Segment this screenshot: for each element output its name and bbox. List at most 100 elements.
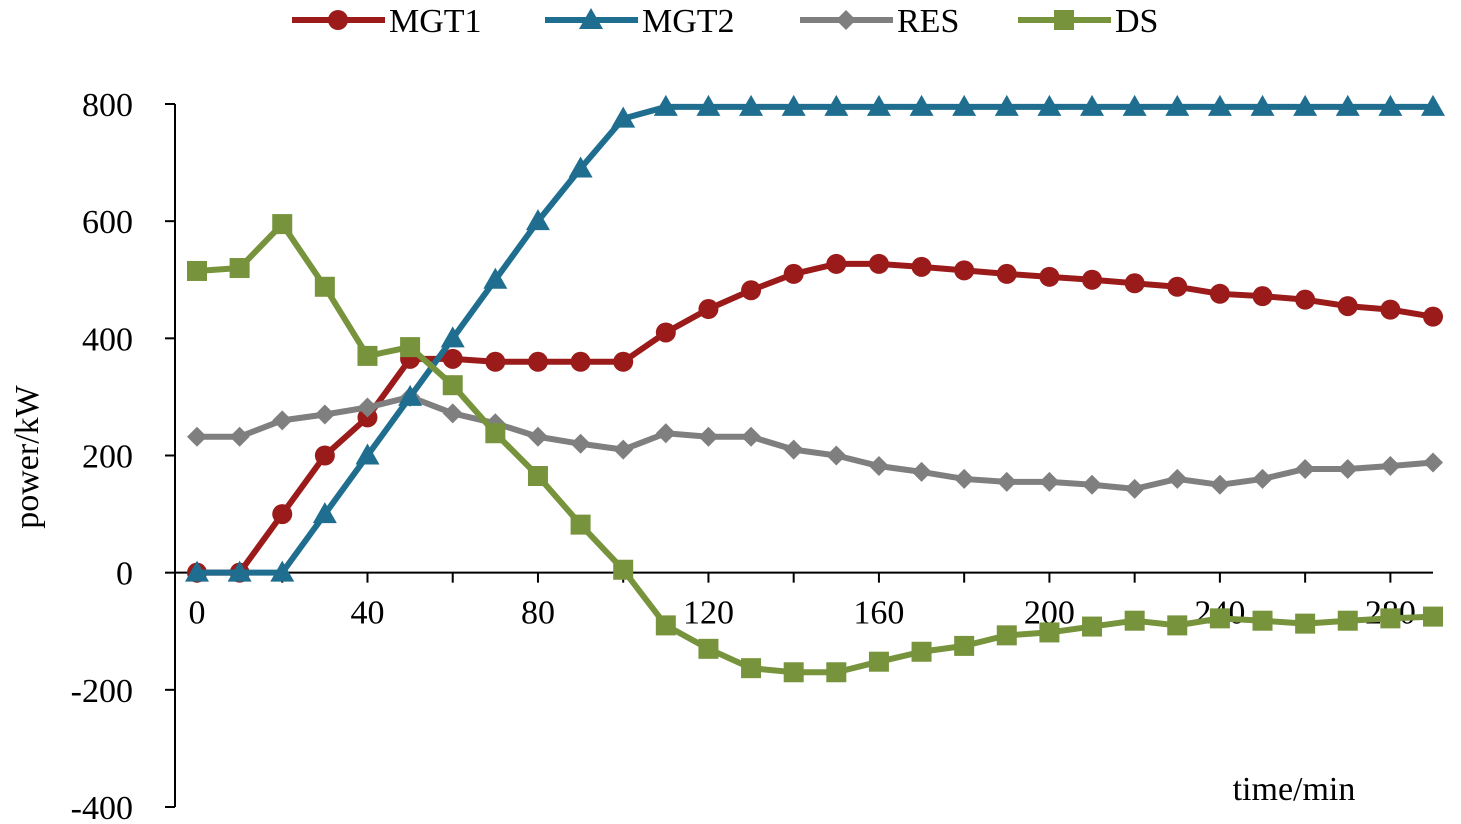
data-point-mgt2: [611, 106, 636, 128]
data-point-ds: [1124, 610, 1145, 631]
legend-swatch-marker: [328, 10, 348, 30]
data-point-mgt2: [866, 94, 891, 116]
data-point-ds: [954, 635, 975, 656]
data-point-mgt2: [994, 94, 1019, 116]
legend-label: MGT2: [642, 3, 735, 40]
data-point-ds: [1209, 608, 1230, 629]
data-point-mgt1: [1039, 266, 1060, 287]
data-point-ds: [485, 423, 506, 444]
data-point-mgt1: [826, 253, 847, 274]
data-point-mgt1: [1209, 283, 1230, 304]
data-point-res: [783, 439, 804, 460]
legend-item-mgt1: MGT1: [292, 3, 482, 40]
data-point-mgt2: [653, 94, 678, 116]
data-point-res: [1082, 474, 1103, 495]
legend-label: RES: [897, 3, 959, 40]
data-point-res: [655, 423, 676, 444]
data-point-mgt2: [525, 209, 550, 231]
data-point-ds: [357, 345, 378, 366]
chart-series: [185, 94, 1445, 683]
data-point-ds: [783, 662, 804, 683]
y-tick-label: 600: [82, 204, 133, 241]
data-point-mgt1: [272, 504, 293, 525]
data-point-res: [1252, 468, 1273, 489]
y-tick-label: -400: [71, 790, 133, 824]
data-point-mgt2: [952, 94, 977, 116]
data-point-mgt1: [1082, 269, 1103, 290]
data-point-res: [698, 426, 719, 447]
chart-legend: MGT1 MGT2 RES DS: [292, 3, 1158, 40]
data-point-res: [272, 410, 293, 431]
data-point-res: [954, 468, 975, 489]
data-point-mgt2: [1122, 94, 1147, 116]
data-point-ds: [1082, 616, 1103, 637]
data-point-ds: [272, 214, 293, 235]
data-point-res: [570, 433, 591, 454]
data-point-mgt1: [996, 263, 1017, 284]
data-point-ds: [1295, 613, 1316, 634]
data-point-ds: [698, 638, 719, 659]
data-point-mgt1: [527, 351, 548, 372]
data-point-res: [911, 461, 932, 482]
data-point-mgt2: [1080, 94, 1105, 116]
data-point-mgt1: [1380, 299, 1401, 320]
y-axis-ticks: -400 -200 0 200 400 600 800: [71, 87, 175, 824]
data-point-res: [527, 426, 548, 447]
data-point-mgt2: [185, 560, 209, 582]
data-point-res: [442, 403, 463, 424]
data-point-mgt2: [739, 94, 764, 116]
data-point-mgt1: [911, 256, 932, 277]
series-mgt1: [187, 253, 1443, 583]
y-axis-title: power/kW: [9, 384, 46, 528]
data-point-mgt2: [1421, 94, 1445, 116]
data-point-mgt2: [312, 502, 337, 524]
data-point-mgt2: [1037, 94, 1062, 116]
series-line-mgt2: [197, 103, 1433, 576]
data-point-ds: [1380, 608, 1401, 629]
data-point-res: [868, 456, 889, 477]
data-point-ds: [1039, 622, 1060, 643]
legend-label: DS: [1115, 3, 1158, 40]
data-point-mgt1: [1167, 276, 1188, 297]
data-point-res: [1337, 458, 1358, 479]
data-point-mgt2: [1250, 94, 1275, 116]
y-tick-label: 200: [82, 439, 133, 476]
data-point-res: [741, 426, 762, 447]
data-point-mgt1: [314, 445, 335, 466]
data-point-mgt2: [398, 384, 423, 406]
data-point-mgt1: [1124, 273, 1145, 294]
data-point-res: [613, 439, 634, 460]
series-line-res: [197, 393, 1434, 492]
data-point-ds: [400, 337, 421, 358]
data-point-mgt2: [440, 326, 465, 348]
data-point-ds: [442, 375, 463, 396]
data-point-mgt1: [1337, 296, 1358, 317]
series-line-mgt1: [197, 260, 1434, 576]
data-point-mgt2: [909, 94, 934, 116]
data-point-res: [996, 471, 1017, 492]
data-point-ds: [187, 260, 207, 281]
data-point-ds: [229, 258, 250, 279]
data-point-ds: [613, 559, 634, 580]
data-point-mgt1: [1295, 289, 1316, 310]
data-point-mgt2: [355, 443, 380, 465]
data-point-ds: [741, 658, 762, 679]
legend-item-ds: DS: [1018, 3, 1158, 40]
data-point-res: [1295, 458, 1316, 479]
data-point-mgt2: [270, 560, 295, 582]
data-point-mgt2: [781, 94, 806, 116]
x-tick-label: 120: [683, 595, 734, 632]
data-point-res: [1167, 468, 1188, 489]
data-point-res: [826, 445, 847, 466]
data-point-mgt1: [613, 351, 634, 372]
data-point-ds: [996, 625, 1017, 646]
legend-swatch-marker: [579, 8, 603, 29]
x-tick-label: 0: [189, 595, 206, 632]
series-mgt2: [185, 94, 1445, 582]
data-point-mgt2: [483, 267, 508, 289]
legend-swatch-marker: [836, 10, 856, 30]
data-point-res: [1039, 471, 1060, 492]
data-point-res: [1124, 478, 1145, 499]
data-point-mgt1: [698, 299, 719, 320]
